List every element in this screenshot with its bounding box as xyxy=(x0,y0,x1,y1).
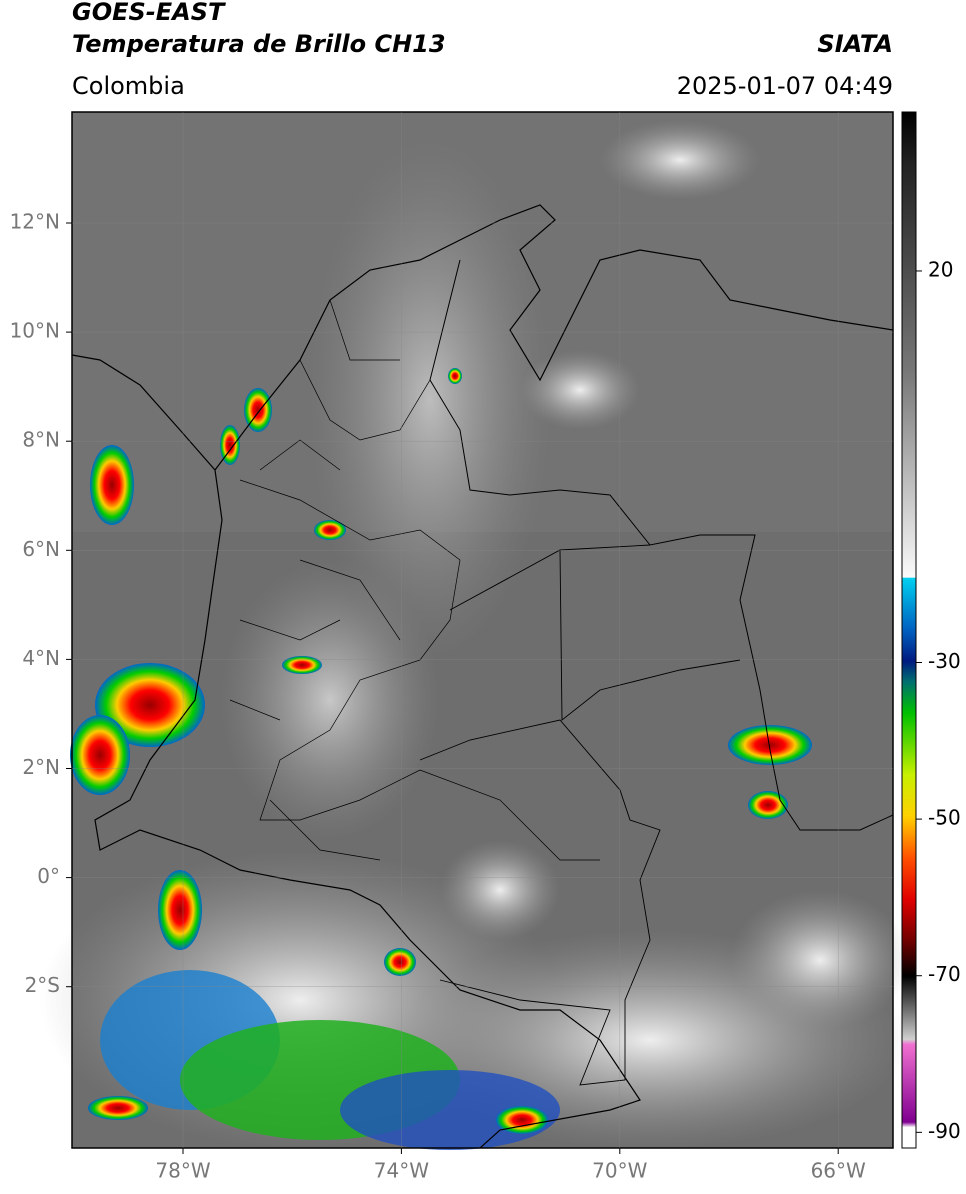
colorbar xyxy=(901,111,917,1149)
title: GOES-EAST xyxy=(72,0,226,26)
region: Colombia xyxy=(72,72,185,100)
lat-label: 6°N xyxy=(22,537,60,561)
source: SIATA xyxy=(817,30,893,58)
lat-label: 0° xyxy=(37,864,60,888)
lat-label: 2°S xyxy=(25,973,60,997)
lon-label: 74°W xyxy=(374,1159,429,1183)
lat-label: 10°N xyxy=(10,319,60,343)
lon-label: 66°W xyxy=(811,1159,866,1183)
lat-label: 4°N xyxy=(22,646,60,670)
lon-label: 78°W xyxy=(155,1159,210,1183)
satellite-image xyxy=(40,112,910,1150)
lat-label: 8°N xyxy=(22,428,60,452)
colorbar-label: -50 xyxy=(928,806,961,830)
timestamp: 2025-01-07 04:49 xyxy=(677,72,893,100)
colorbar-label: -70 xyxy=(928,962,961,986)
lat-label: 12°N xyxy=(10,210,60,234)
colorbar-label: -30 xyxy=(928,649,961,673)
subtitle: Temperatura de Brillo CH13 xyxy=(72,30,446,58)
map-frame xyxy=(71,111,894,1149)
lat-label: 2°N xyxy=(22,755,60,779)
colorbar-label: -90 xyxy=(928,1119,961,1143)
lon-label: 70°W xyxy=(592,1159,647,1183)
colorbar-label: 20 xyxy=(928,257,953,281)
